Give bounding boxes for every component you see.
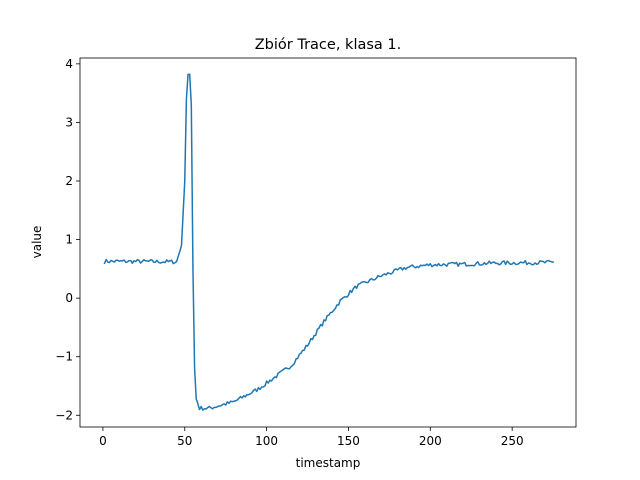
y-tick-label: −1 (55, 350, 73, 364)
x-axis: 0 50 100 150 200 250 (99, 427, 524, 448)
x-tick-label: 250 (501, 434, 524, 448)
y-tick-label: 4 (65, 57, 73, 71)
x-tick-label: 50 (177, 434, 192, 448)
x-tick-label: 150 (337, 434, 360, 448)
x-tick-label: 200 (419, 434, 442, 448)
y-tick-label: −2 (55, 408, 73, 422)
series-line (103, 73, 554, 411)
plot-area (79, 57, 577, 428)
x-tick-label: 0 (99, 434, 107, 448)
y-axis: −2 −1 0 1 2 3 4 (55, 57, 80, 422)
chart-title: Zbiór Trace, klasa 1. (255, 37, 402, 53)
y-tick-label: 1 (65, 233, 73, 247)
y-axis-label: value (30, 226, 44, 259)
y-tick-label: 3 (65, 115, 73, 129)
x-axis-label: timestamp (296, 456, 361, 470)
x-tick-label: 100 (255, 434, 278, 448)
y-tick-label: 2 (65, 174, 73, 188)
y-tick-label: 0 (65, 291, 73, 305)
